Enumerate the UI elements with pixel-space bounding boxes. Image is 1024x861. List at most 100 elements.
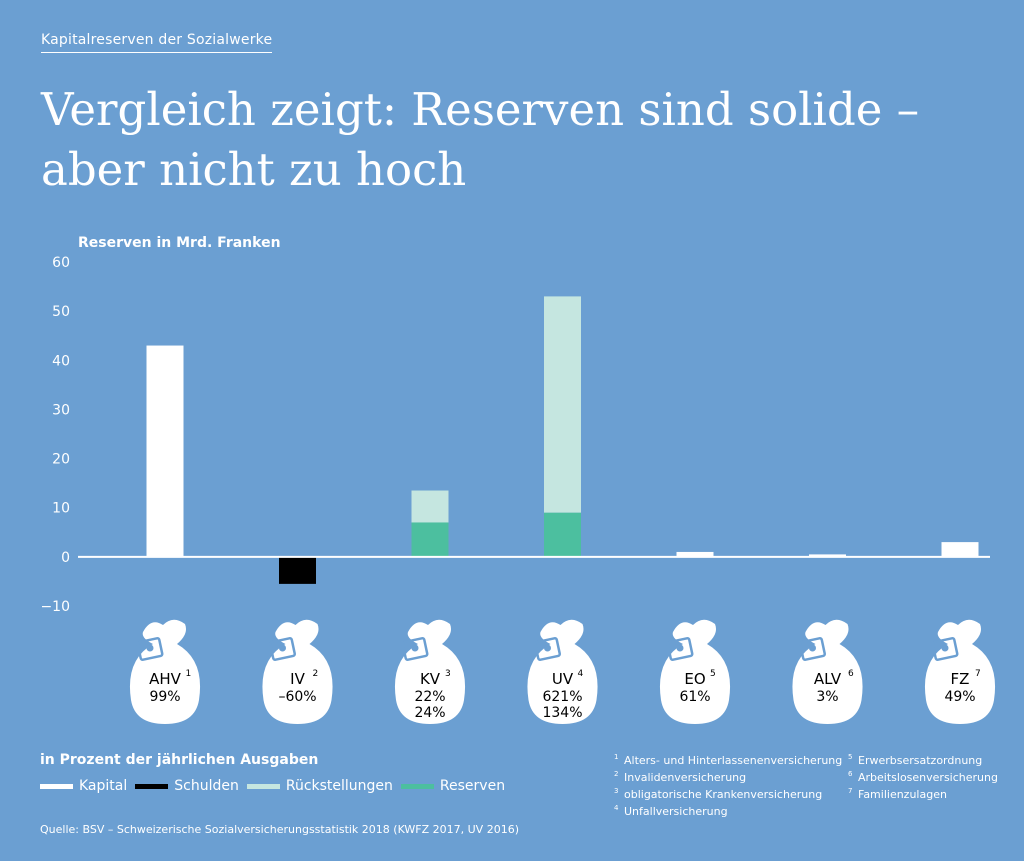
footnote-number: 2 (614, 770, 619, 778)
money-bag-icon (527, 619, 598, 724)
footnote: 1 Alters- und Hinterlassenenversicherung (614, 752, 842, 769)
lock-keyhole-icon (146, 644, 154, 652)
y-tick-label: 60 (52, 255, 70, 271)
category-footnote-marker: 6 (848, 669, 854, 679)
y-tick-label: 20 (52, 452, 70, 468)
category-footnote-marker: 3 (445, 669, 451, 679)
lock-icon (268, 637, 297, 661)
y-tick-label: 30 (52, 402, 70, 418)
bar-kapital (941, 542, 979, 557)
lock-icon (798, 637, 827, 661)
legend-label-reserven: Reserven (439, 778, 506, 794)
lock-icon (401, 637, 429, 661)
percent-label: –60% (278, 689, 316, 705)
category-label: UV (552, 670, 574, 688)
category-label: IV (290, 670, 305, 688)
lock-icon (931, 637, 959, 661)
category-label: FZ (951, 670, 970, 688)
footnote: 7 Familienzulagen (848, 786, 998, 803)
footnote-text: Unfallversicherung (624, 805, 728, 818)
legend-label-kapital: Kapital (79, 778, 128, 794)
bar-kapital (146, 345, 184, 557)
lock-icon (533, 637, 562, 661)
footnote-number: 3 (614, 787, 619, 795)
footnote-number: 4 (614, 804, 619, 812)
footnote: 2 Invalidenversicherung (614, 769, 842, 786)
source-note: Quelle: BSV – Schweizerische Sozialversi… (40, 823, 519, 836)
money-bag-icon (262, 619, 333, 724)
title-line-1: Vergleich zeigt: Reserven sind solide – (41, 83, 920, 136)
lock-keyhole-icon (279, 644, 286, 652)
lock-keyhole-icon (941, 644, 949, 652)
lock-icon (666, 637, 694, 661)
footnote-text: Invalidenversicherung (624, 771, 747, 784)
footnotes-col-2: 5 Erwerbsersatzordnung 6 Arbeitslosenversi… (848, 752, 998, 803)
footnote: 4 Unfallversicherung (614, 803, 842, 820)
lock-keyhole-icon (809, 644, 816, 652)
money-bag-icon (659, 619, 731, 724)
bar-rückstellungen (544, 296, 581, 513)
bar-schulden (279, 556, 316, 584)
category-footnote-marker: 2 (313, 669, 319, 679)
category-label: ALV (814, 670, 842, 688)
category-footnote-marker: 5 (710, 669, 716, 679)
footnote: 5 Erwerbsersatzordnung (848, 752, 998, 769)
lock-icon (136, 637, 164, 661)
percent-label: 49% (944, 689, 975, 705)
legend-item-schulden: Schulden (135, 778, 239, 794)
y-axis-label: Reserven in Mrd. Franken (78, 235, 281, 251)
bar-chart: Reserven in Mrd. Franken −10 0 10 20 30 40 50 60… (40, 235, 996, 724)
footnote-text: Erwerbsersatzordnung (858, 754, 983, 767)
bar-reserven (411, 522, 449, 557)
footnote-number: 5 (848, 753, 853, 761)
footnote-text: Alters- und Hinterlassenenversicherung (624, 754, 843, 767)
money-bag-icon (394, 619, 466, 724)
y-tick-label: −10 (40, 599, 70, 615)
lock-keyhole-icon (411, 644, 419, 652)
category-footnote-marker: 7 (975, 669, 981, 679)
footnote: 6 Arbeitslosenversicherung (848, 769, 998, 786)
kicker-label: Kapitalreserven der Sozialwerke (41, 32, 273, 53)
bar-reserven (544, 512, 581, 557)
bar-rückstellungen (411, 490, 449, 523)
percent-label: 134% (542, 705, 582, 721)
footnote-text: Familienzulagen (858, 788, 947, 801)
legend: Kapital Schulden Rückstellungen Reserven (40, 778, 513, 794)
legend-swatch-kapital (40, 783, 73, 789)
legend-label-rueckstellungen: Rückstellungen (285, 778, 393, 794)
footnotes-col-1: 1 Alters- und Hinterlassenenversicherung … (614, 752, 842, 820)
footnote-text: Arbeitslosenversicherung (858, 771, 998, 784)
money-bag-icon (129, 619, 201, 724)
percent-caption: in Prozent der jährlichen Ausgaben (40, 752, 319, 768)
lock-keyhole-icon (544, 644, 551, 652)
bar-kapital (676, 551, 714, 557)
percent-label: 22% (414, 689, 445, 705)
percent-label: 61% (679, 689, 710, 705)
category-label: AHV (149, 670, 182, 688)
title-line-2: aber nicht zu hoch (41, 143, 467, 196)
money-bag-icon (792, 619, 863, 724)
legend-item-rueckstellungen: Rückstellungen (246, 778, 393, 794)
legend-swatch-rueckstellungen (246, 783, 280, 789)
footnote-number: 6 (848, 770, 853, 778)
category-label: EO (684, 670, 705, 688)
lock-keyhole-icon (676, 644, 684, 652)
percent-label: 24% (414, 705, 445, 721)
percent-label: 3% (816, 689, 838, 705)
category-label: KV (420, 670, 441, 688)
percent-label: 99% (149, 689, 180, 705)
y-tick-label: 50 (52, 304, 70, 320)
legend-item-reserven: Reserven (400, 778, 506, 794)
category-footnote-marker: 1 (186, 669, 192, 679)
footnote-text: obligatorische Krankenversicherung (624, 788, 823, 801)
footnote: 3 obligatorische Krankenversicherung (614, 786, 842, 803)
percent-label: 621% (542, 689, 582, 705)
y-tick-label: 0 (61, 550, 70, 566)
bar-kapital (809, 554, 846, 557)
y-tick-label: 40 (52, 353, 70, 369)
legend-swatch-reserven (400, 783, 434, 789)
money-bag-icon (924, 619, 996, 724)
y-tick-label: 10 (52, 501, 70, 517)
footnote-number: 1 (614, 753, 619, 761)
legend-label-schulden: Schulden (174, 778, 239, 794)
